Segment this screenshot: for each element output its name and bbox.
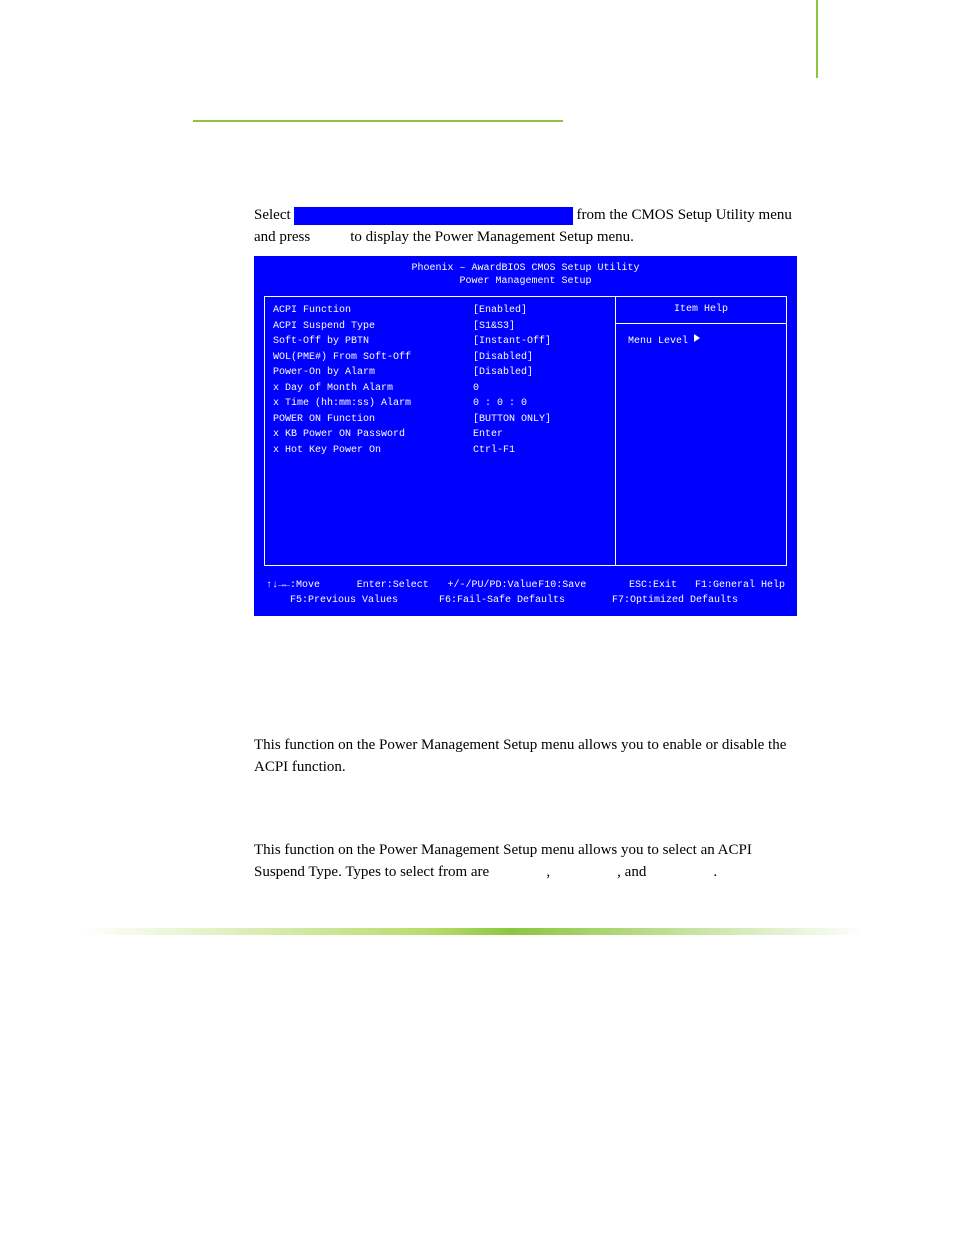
- bios-item-label: x Hot Key Power On: [273, 443, 473, 459]
- bios-footer-cell: Enter:Select: [357, 578, 448, 593]
- para-text: ,: [546, 864, 554, 880]
- bios-item-label: Power-On by Alarm: [273, 365, 473, 381]
- bios-item-value: Ctrl-F1: [473, 443, 599, 459]
- bios-help-line: Menu Level: [628, 336, 694, 347]
- bios-footer-row: F5:Previous Values F6:Fail-Safe Defaults…: [266, 593, 785, 608]
- bios-item: Soft-Off by PBTN[Instant-Off]: [273, 334, 599, 350]
- bios-item: x Time (hh:mm:ss) Alarm0 : 0 : 0: [273, 396, 599, 412]
- bios-frame: ACPI Function[Enabled] ACPI Suspend Type…: [264, 296, 787, 566]
- acpi-suspend-paragraph: This function on the Power Management Se…: [254, 840, 794, 884]
- bios-item: WOL(PME#) From Soft-Off[Disabled]: [273, 350, 599, 366]
- bios-item: x Day of Month Alarm0: [273, 381, 599, 397]
- bios-item: ACPI Function[Enabled]: [273, 303, 599, 319]
- intro-paragraph: Select Power Management Setup from the C…: [254, 205, 794, 249]
- bios-footer-cell: F6:Fail-Safe Defaults: [439, 593, 612, 608]
- bios-item-label: x Day of Month Alarm: [273, 381, 473, 397]
- bios-item-label: x KB Power ON Password: [273, 427, 473, 443]
- bios-footer-cell: +/-/PU/PD:Value: [448, 578, 539, 593]
- bios-item-label: WOL(PME#) From Soft-Off: [273, 350, 473, 366]
- bios-item-value: [Instant-Off]: [473, 334, 599, 350]
- bios-item-value: [S1&S3]: [473, 319, 599, 335]
- bios-footer-row: ↑↓→←:Move Enter:Select +/-/PU/PD:Value F…: [266, 578, 785, 593]
- acpi-function-heading: ACPI Function: [254, 710, 365, 730]
- intro-highlight: Power Management Setup: [294, 207, 572, 225]
- page-number: 42: [832, 34, 862, 51]
- top-vertical-divider: [816, 0, 818, 78]
- bios-item-value: [Disabled]: [473, 350, 599, 366]
- footer-gradient-rule: [80, 928, 865, 935]
- bios-footer: ↑↓→←:Move Enter:Select +/-/PU/PD:Value F…: [266, 578, 785, 608]
- heading-underline: [193, 120, 563, 122]
- code-option: [S1(POS)]: [554, 864, 617, 880]
- bios-item: ACPI Suspend Type[S1&S3]: [273, 319, 599, 335]
- acpi-function-paragraph: This function on the Power Management Se…: [254, 735, 794, 779]
- bios-item-value: [BUTTON ONLY]: [473, 412, 599, 428]
- bios-footer-cell: ESC:Exit F1:General Help: [629, 578, 785, 593]
- bios-right-panel: Item Help Menu Level: [616, 297, 786, 565]
- bios-screen: Phoenix – AwardBIOS CMOS Setup Utility P…: [254, 256, 797, 616]
- bios-item-label: x Time (hh:mm:ss) Alarm: [273, 396, 473, 412]
- bios-item: x Hot Key Power OnCtrl-F1: [273, 443, 599, 459]
- bios-footer-cell: F5:Previous Values: [266, 593, 439, 608]
- bios-item: Power-On by Alarm[Disabled]: [273, 365, 599, 381]
- code-option: [S3(STR)]: [650, 864, 713, 880]
- bios-item-label: ACPI Suspend Type: [273, 319, 473, 335]
- bios-help-header: Item Help: [616, 297, 786, 324]
- intro-key: Enter: [314, 229, 346, 245]
- bios-item-label: ACPI Function: [273, 303, 473, 319]
- bios-footer-cell: F10:Save: [538, 578, 629, 593]
- triangle-right-icon: [694, 334, 700, 342]
- bios-title: Phoenix – AwardBIOS CMOS Setup Utility P…: [254, 256, 797, 288]
- bios-left-panel: ACPI Function[Enabled] ACPI Suspend Type…: [265, 297, 607, 565]
- bios-footer-cell: ↑↓→←:Move: [266, 578, 357, 593]
- bios-help-body: Menu Level: [616, 324, 786, 359]
- bios-item-value: [Disabled]: [473, 365, 599, 381]
- bios-item-label: Soft-Off by PBTN: [273, 334, 473, 350]
- bios-item-value: 0: [473, 381, 599, 397]
- bios-item-value: Enter: [473, 427, 599, 443]
- bios-title-line1: Phoenix – AwardBIOS CMOS Setup Utility: [254, 262, 797, 275]
- code-option: [S1&S3]: [493, 864, 546, 880]
- bios-item-value: 0 : 0 : 0: [473, 396, 599, 412]
- bios-item: x KB Power ON PasswordEnter: [273, 427, 599, 443]
- para-text: , and: [617, 864, 650, 880]
- bios-item-label: POWER ON Function: [273, 412, 473, 428]
- bios-footer-cell: F7:Optimized Defaults: [612, 593, 785, 608]
- section-heading: Power Management Setup Menu: [193, 94, 469, 119]
- bios-item-value: [Enabled]: [473, 303, 599, 319]
- bios-item: POWER ON Function[BUTTON ONLY]: [273, 412, 599, 428]
- intro-pre: Select: [254, 207, 294, 223]
- bios-title-line2: Power Management Setup: [254, 275, 797, 288]
- acpi-suspend-heading: ACPI Suspend Type: [254, 808, 401, 828]
- para-text: .: [713, 864, 717, 880]
- intro-post: to display the Power Management Setup me…: [346, 229, 633, 245]
